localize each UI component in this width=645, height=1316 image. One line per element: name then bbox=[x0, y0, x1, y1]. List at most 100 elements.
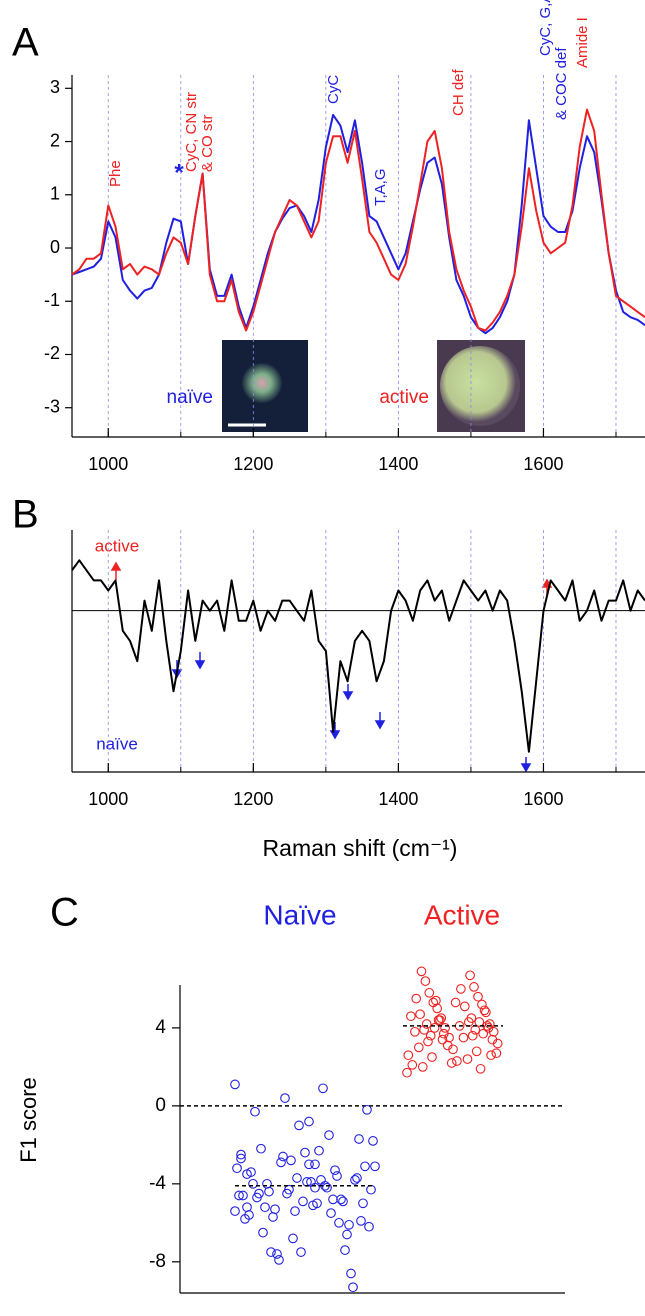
point bbox=[427, 1052, 437, 1062]
point bbox=[406, 1011, 416, 1022]
point bbox=[483, 1023, 494, 1033]
series-line bbox=[71, 108, 645, 332]
point bbox=[423, 1036, 433, 1047]
point bbox=[250, 1106, 260, 1117]
y-axis-label: F1 score bbox=[16, 1077, 41, 1163]
series-line bbox=[71, 559, 645, 753]
point bbox=[458, 1032, 469, 1043]
point bbox=[344, 1219, 354, 1230]
point bbox=[440, 1023, 450, 1033]
point bbox=[356, 1216, 366, 1226]
point bbox=[429, 1023, 440, 1033]
point bbox=[471, 1046, 482, 1057]
point bbox=[442, 1040, 453, 1051]
point bbox=[310, 1182, 320, 1193]
point bbox=[481, 1007, 491, 1018]
x-tick-label: 1200 bbox=[233, 454, 273, 474]
legend-label: active bbox=[379, 387, 429, 408]
annotation: CyC, G,A bbox=[537, 0, 554, 56]
point bbox=[433, 1015, 444, 1025]
point bbox=[370, 1161, 380, 1172]
point bbox=[487, 1034, 498, 1045]
point bbox=[410, 1026, 420, 1037]
direction-label: active bbox=[95, 536, 139, 555]
point bbox=[234, 1190, 244, 1201]
point bbox=[452, 1056, 462, 1066]
point bbox=[272, 1249, 282, 1259]
point bbox=[258, 1227, 268, 1238]
y-tick-label: 1 bbox=[50, 184, 60, 204]
point bbox=[425, 1030, 436, 1041]
point bbox=[352, 1173, 362, 1183]
point bbox=[491, 1048, 502, 1059]
point bbox=[402, 1067, 412, 1078]
point bbox=[446, 1058, 457, 1068]
y-tick-label: 4 bbox=[155, 1017, 166, 1038]
point bbox=[270, 1204, 280, 1215]
point bbox=[232, 1163, 242, 1174]
group-label: Active bbox=[424, 899, 500, 930]
point bbox=[350, 1175, 360, 1185]
point bbox=[437, 1034, 448, 1045]
point bbox=[459, 1001, 470, 1012]
point bbox=[260, 1202, 270, 1213]
x-tick-label: 1600 bbox=[523, 789, 563, 809]
point bbox=[431, 995, 441, 1006]
y-tick-label: 3 bbox=[50, 77, 60, 97]
point bbox=[328, 1194, 338, 1205]
annotation: & COC def bbox=[553, 47, 570, 120]
point bbox=[415, 1009, 425, 1020]
point bbox=[268, 1212, 278, 1222]
point bbox=[484, 1019, 495, 1029]
y-tick-label: 0 bbox=[155, 1095, 166, 1116]
point bbox=[296, 1247, 306, 1257]
y-tick-label: -4 bbox=[149, 1173, 166, 1194]
x-tick-label: 1200 bbox=[233, 789, 273, 809]
point bbox=[346, 1268, 356, 1279]
point bbox=[318, 1083, 328, 1094]
x-tick-label: 1000 bbox=[88, 789, 128, 809]
point bbox=[316, 1175, 326, 1185]
point bbox=[292, 1173, 302, 1183]
y-tick-label: -3 bbox=[44, 396, 60, 416]
point bbox=[417, 1062, 428, 1072]
direction-label: naïve bbox=[96, 734, 138, 753]
point bbox=[436, 1013, 447, 1023]
point bbox=[294, 1120, 304, 1131]
legend-label: naïve bbox=[167, 387, 213, 408]
point bbox=[246, 1167, 256, 1177]
point bbox=[242, 1202, 252, 1213]
point bbox=[340, 1245, 350, 1255]
y-tick-label: -1 bbox=[44, 290, 60, 310]
point bbox=[304, 1116, 314, 1127]
point bbox=[286, 1155, 296, 1166]
point bbox=[336, 1194, 346, 1205]
point bbox=[358, 1198, 368, 1209]
point bbox=[290, 1206, 300, 1216]
point bbox=[432, 1003, 443, 1014]
point bbox=[266, 1247, 276, 1257]
panel-label: A bbox=[12, 21, 39, 65]
point bbox=[322, 1182, 332, 1193]
annotation: Phe bbox=[107, 160, 124, 187]
point bbox=[282, 1188, 292, 1199]
x-tick-label: 1000 bbox=[88, 454, 128, 474]
point bbox=[479, 1005, 490, 1016]
annotation: Amide I bbox=[574, 17, 591, 68]
point bbox=[466, 1013, 477, 1023]
cell bbox=[242, 363, 282, 403]
point bbox=[467, 1030, 478, 1041]
point bbox=[364, 1221, 374, 1232]
point bbox=[413, 1042, 424, 1053]
point bbox=[274, 1255, 284, 1265]
point bbox=[473, 991, 483, 1002]
y-tick-label: -8 bbox=[149, 1251, 166, 1272]
point bbox=[438, 1028, 449, 1039]
x-tick-label: 1400 bbox=[378, 789, 418, 809]
point bbox=[330, 1165, 340, 1176]
x-tick-label: 1600 bbox=[523, 454, 563, 474]
point bbox=[362, 1104, 372, 1115]
point bbox=[420, 976, 431, 986]
annotation: CyC, CN str bbox=[183, 92, 200, 172]
point bbox=[474, 1017, 485, 1027]
